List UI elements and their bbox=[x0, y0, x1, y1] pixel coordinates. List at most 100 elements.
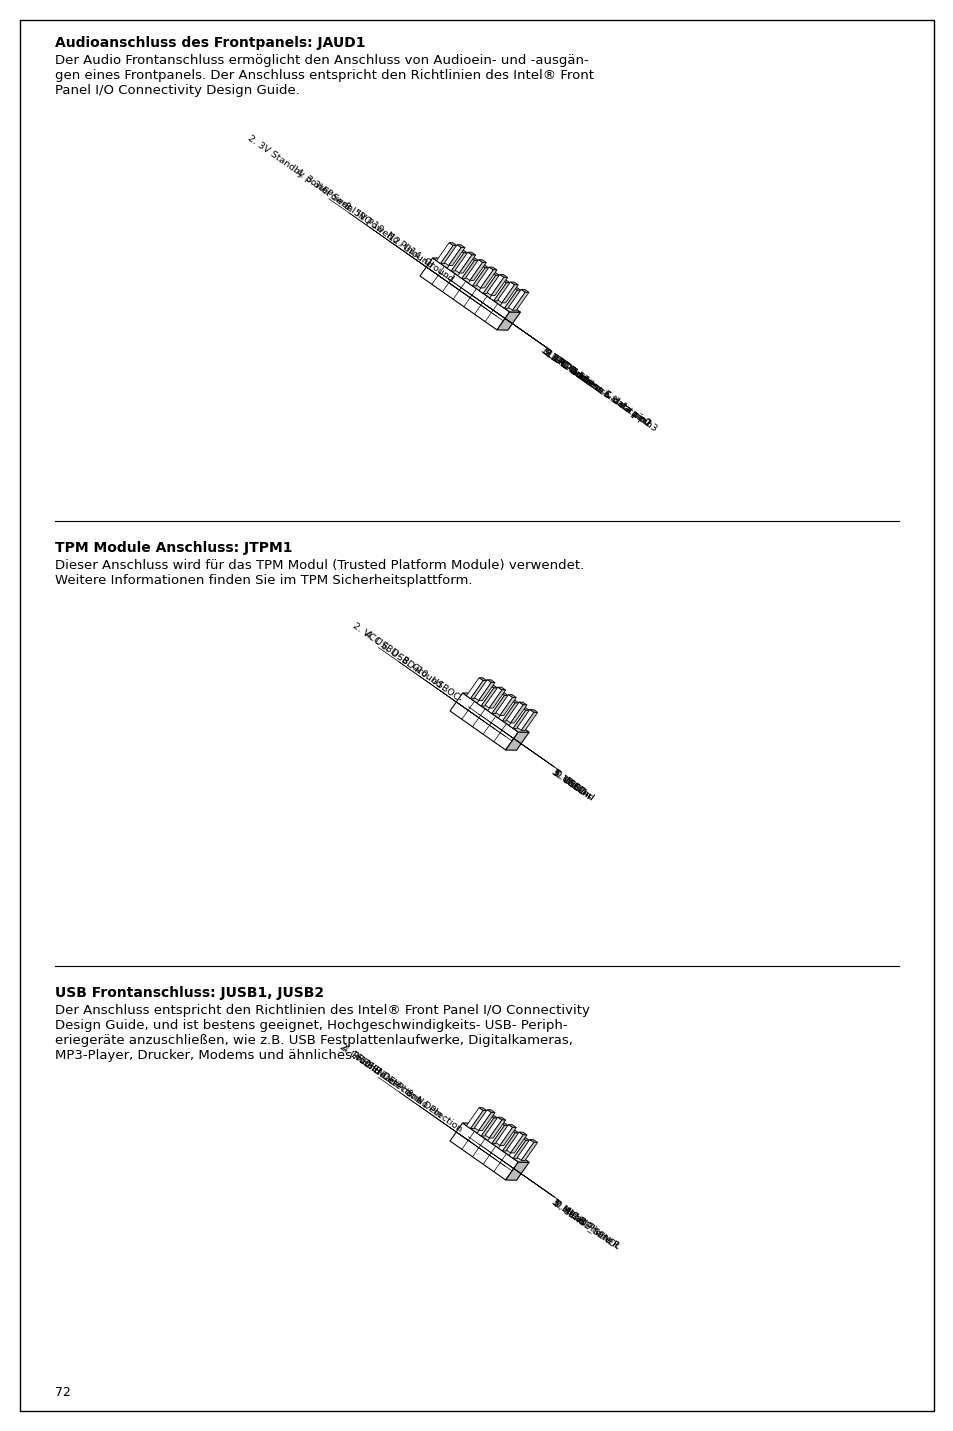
Polygon shape bbox=[520, 713, 537, 730]
Polygon shape bbox=[520, 289, 528, 292]
Polygon shape bbox=[509, 707, 525, 728]
Text: Weitere Informationen finden Sie im TPM Sicherheitsplattform.: Weitere Informationen finden Sie im TPM … bbox=[55, 574, 472, 587]
Text: 6. Serial IRQ: 6. Serial IRQ bbox=[319, 186, 373, 226]
Text: Panel I/O Connectivity Design Guide.: Panel I/O Connectivity Design Guide. bbox=[55, 84, 299, 97]
Polygon shape bbox=[476, 1115, 494, 1136]
Text: 72: 72 bbox=[55, 1387, 71, 1400]
Text: 3. LPC Reset: 3. LPC Reset bbox=[539, 346, 593, 388]
Polygon shape bbox=[501, 285, 517, 303]
Polygon shape bbox=[521, 1138, 529, 1141]
Polygon shape bbox=[447, 250, 463, 270]
Text: 5. LPC address & data pin0: 5. LPC address & data pin0 bbox=[540, 346, 651, 428]
Polygon shape bbox=[458, 255, 476, 273]
Polygon shape bbox=[480, 270, 497, 288]
Polygon shape bbox=[496, 694, 512, 716]
Text: 3. MIC R: 3. MIC R bbox=[550, 1198, 587, 1228]
Polygon shape bbox=[497, 1130, 515, 1151]
Polygon shape bbox=[497, 282, 514, 303]
Polygon shape bbox=[502, 1133, 518, 1151]
Polygon shape bbox=[499, 275, 507, 278]
Text: Der Audio Frontanschluss ermöglicht den Anschluss von Audioein- und -ausgän-: Der Audio Frontanschluss ermöglicht den … bbox=[55, 54, 588, 67]
Polygon shape bbox=[461, 260, 477, 279]
Polygon shape bbox=[500, 288, 517, 308]
Polygon shape bbox=[457, 258, 474, 279]
Polygon shape bbox=[500, 1122, 508, 1126]
Polygon shape bbox=[449, 243, 456, 246]
Polygon shape bbox=[456, 245, 464, 248]
Polygon shape bbox=[517, 710, 534, 730]
Polygon shape bbox=[529, 710, 537, 713]
Text: Design Guide, und ist bestens geeignet, Hochgeschwindigkeits- USB- Periph-: Design Guide, und ist bestens geeignet, … bbox=[55, 1019, 567, 1032]
Polygon shape bbox=[450, 693, 517, 750]
Text: 7. SENSE_SEND: 7. SENSE_SEND bbox=[552, 1199, 617, 1248]
Polygon shape bbox=[470, 262, 486, 280]
Text: 6. USBD+: 6. USBD+ bbox=[379, 641, 422, 675]
Polygon shape bbox=[478, 272, 496, 293]
Text: 8. 5V Power: 8. 5V Power bbox=[342, 202, 393, 240]
Text: 4. USBD-: 4. USBD- bbox=[362, 630, 402, 661]
Polygon shape bbox=[494, 283, 510, 301]
Polygon shape bbox=[480, 265, 488, 268]
Polygon shape bbox=[472, 268, 488, 286]
Polygon shape bbox=[470, 681, 486, 698]
Text: 13. LPC Frame: 13. LPC Frame bbox=[543, 349, 604, 395]
Polygon shape bbox=[491, 272, 499, 275]
Polygon shape bbox=[466, 678, 482, 698]
Polygon shape bbox=[474, 680, 491, 701]
Text: 9. No Pin: 9. No Pin bbox=[552, 768, 592, 800]
Text: 4. 3.3V Power: 4. 3.3V Power bbox=[294, 167, 352, 212]
Polygon shape bbox=[512, 292, 528, 311]
Polygon shape bbox=[476, 685, 494, 705]
Polygon shape bbox=[480, 688, 497, 705]
Polygon shape bbox=[436, 243, 453, 263]
Polygon shape bbox=[478, 259, 486, 262]
Polygon shape bbox=[485, 687, 501, 708]
Text: eriegeräte anzuschließen, wie z.B. USB Festplattenlaufwerke, Digitalkameras,: eriegeräte anzuschließen, wie z.B. USB F… bbox=[55, 1035, 572, 1047]
Text: 4. PRESENCE#: 4. PRESENCE# bbox=[339, 1043, 402, 1090]
Polygon shape bbox=[489, 280, 506, 301]
Polygon shape bbox=[489, 690, 505, 708]
Text: 7. Ground: 7. Ground bbox=[552, 768, 595, 803]
Polygon shape bbox=[455, 252, 472, 273]
Text: TPM Module Anschluss: JTPM1: TPM Module Anschluss: JTPM1 bbox=[55, 541, 293, 555]
Text: 8. Ground: 8. Ground bbox=[399, 655, 442, 690]
Polygon shape bbox=[510, 705, 526, 723]
Polygon shape bbox=[444, 245, 460, 266]
Polygon shape bbox=[489, 1120, 505, 1138]
Polygon shape bbox=[499, 697, 516, 716]
Text: Audioanschluss des Frontpanels: JAUD1: Audioanschluss des Frontpanels: JAUD1 bbox=[55, 36, 365, 50]
Polygon shape bbox=[497, 312, 520, 331]
Text: gen eines Frontpanels. Der Anschluss entspricht den Richtlinien des Intel® Front: gen eines Frontpanels. Der Anschluss ent… bbox=[55, 69, 594, 82]
Text: 6. MIC Detection: 6. MIC Detection bbox=[353, 1053, 422, 1105]
Text: 11. LPC address & data pin3: 11. LPC address & data pin3 bbox=[542, 348, 659, 434]
Polygon shape bbox=[467, 252, 476, 255]
Polygon shape bbox=[496, 1125, 512, 1145]
Text: 5. USBD+: 5. USBD+ bbox=[551, 768, 594, 801]
Polygon shape bbox=[499, 1128, 516, 1146]
Polygon shape bbox=[521, 707, 529, 710]
Polygon shape bbox=[505, 1162, 529, 1181]
Polygon shape bbox=[509, 1138, 525, 1158]
Text: 1. VCC: 1. VCC bbox=[549, 767, 580, 793]
Polygon shape bbox=[451, 253, 467, 270]
Polygon shape bbox=[440, 246, 456, 263]
Polygon shape bbox=[517, 1139, 534, 1161]
Text: 14. Ground: 14. Ground bbox=[406, 246, 455, 283]
Polygon shape bbox=[508, 289, 524, 311]
Polygon shape bbox=[511, 1130, 518, 1133]
Text: 8. No Pin: 8. No Pin bbox=[403, 1088, 442, 1119]
Polygon shape bbox=[487, 1109, 495, 1112]
Polygon shape bbox=[497, 1118, 505, 1120]
Polygon shape bbox=[508, 694, 516, 697]
Text: 7. LPC address & data pin1: 7. LPC address & data pin1 bbox=[541, 348, 652, 428]
Polygon shape bbox=[465, 259, 482, 280]
Polygon shape bbox=[485, 1118, 501, 1138]
Polygon shape bbox=[489, 685, 497, 688]
Text: 3. USBD-: 3. USBD- bbox=[550, 767, 589, 798]
Polygon shape bbox=[478, 1108, 486, 1110]
Polygon shape bbox=[432, 258, 520, 312]
Text: MP3-Player, Drucker, Modems und ähnliches.: MP3-Player, Drucker, Modems und ähnliche… bbox=[55, 1049, 355, 1062]
Text: 10. No Pin: 10. No Pin bbox=[369, 220, 414, 255]
Text: 12. Ground: 12. Ground bbox=[386, 232, 434, 269]
Polygon shape bbox=[492, 695, 508, 714]
